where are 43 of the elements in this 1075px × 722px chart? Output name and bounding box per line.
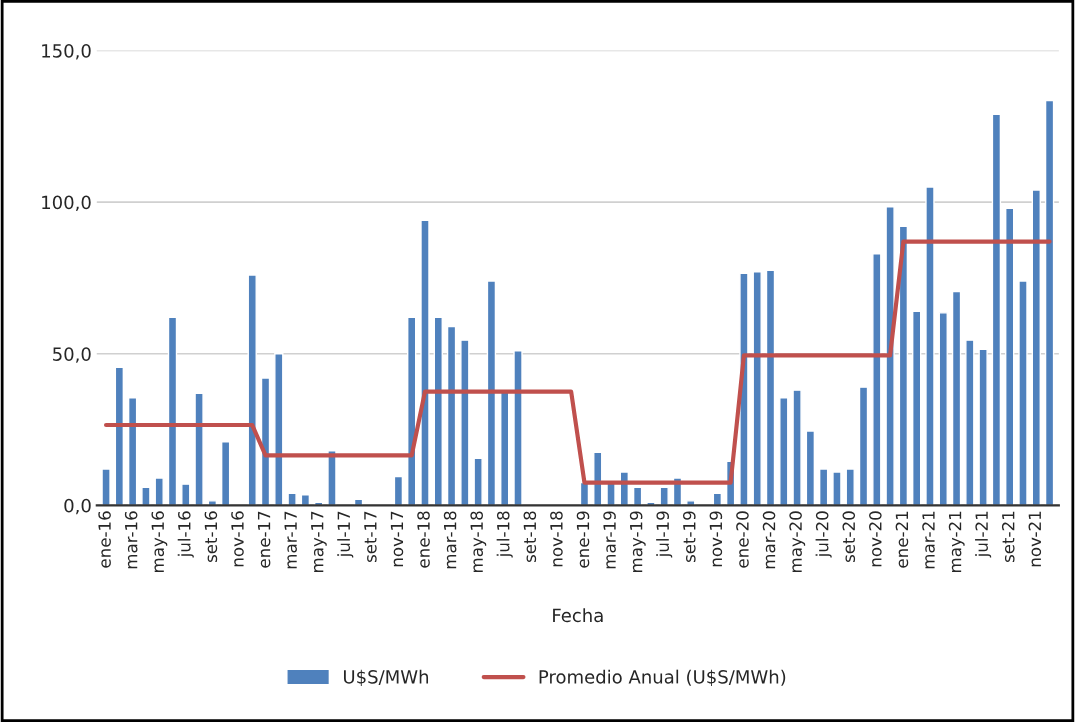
- x-tick-label: ene-16: [98, 511, 111, 568]
- x-tick-label: set-19: [683, 511, 696, 563]
- x-tick-label: mar-18: [443, 511, 457, 569]
- x-tick-label: may-21: [948, 511, 965, 572]
- x-tick-label: ene-18: [417, 511, 430, 568]
- x-tick-label: may-17: [311, 511, 327, 572]
- y-tick-label: 100,0: [42, 195, 91, 212]
- x-tick-label: may-18: [470, 511, 487, 572]
- x-tick-label: nov-20: [869, 511, 882, 567]
- x-tick-label: set-20: [842, 511, 856, 563]
- x-tick-label: nov-16: [231, 511, 244, 567]
- x-tick-label: jul-16: [177, 511, 194, 558]
- x-tick-label: ene-20: [736, 511, 749, 568]
- x-tick-label: may-16: [151, 511, 168, 572]
- legend-label: Promedio Anual (U$S/MWh): [539, 669, 786, 687]
- x-tick-label: ene-17: [257, 511, 271, 568]
- x-tick-label: jul-17: [337, 511, 354, 558]
- x-tick-label: set-21: [1001, 511, 1015, 563]
- x-tick-label: mar-19: [603, 511, 616, 569]
- x-tick-label: set-18: [523, 511, 537, 563]
- x-axis-title: Fecha: [553, 608, 603, 623]
- y-tick-label: 50,0: [53, 347, 91, 363]
- x-tick-label: jul-19: [656, 511, 673, 558]
- x-tick-label: jul-18: [496, 511, 513, 558]
- x-tick-label: nov-21: [1028, 511, 1042, 567]
- x-tick-label: jul-21: [975, 511, 992, 558]
- y-tick-label: 150,0: [42, 44, 91, 60]
- x-tick-label: nov-18: [550, 511, 563, 567]
- x-tick-label: ene-19: [576, 511, 590, 568]
- y-tick-label: 0,0: [64, 498, 91, 515]
- x-tick-label: nov-19: [709, 511, 723, 567]
- x-tick-label: may-19: [629, 511, 646, 572]
- legend-label: U$S/MWh: [343, 669, 429, 687]
- x-tick-label: jul-20: [815, 511, 832, 558]
- x-tick-label: mar-21: [922, 511, 935, 569]
- x-tick-label: ene-21: [895, 511, 909, 568]
- x-tick-label: mar-17: [284, 511, 297, 569]
- x-tick-label: mar-20: [762, 511, 776, 569]
- x-tick-label: may-20: [789, 511, 806, 572]
- x-tick-label: nov-17: [390, 511, 404, 567]
- x-tick-label: mar-16: [124, 511, 138, 569]
- x-tick-label: set-16: [204, 511, 218, 563]
- x-tick-label: set-17: [364, 511, 377, 563]
